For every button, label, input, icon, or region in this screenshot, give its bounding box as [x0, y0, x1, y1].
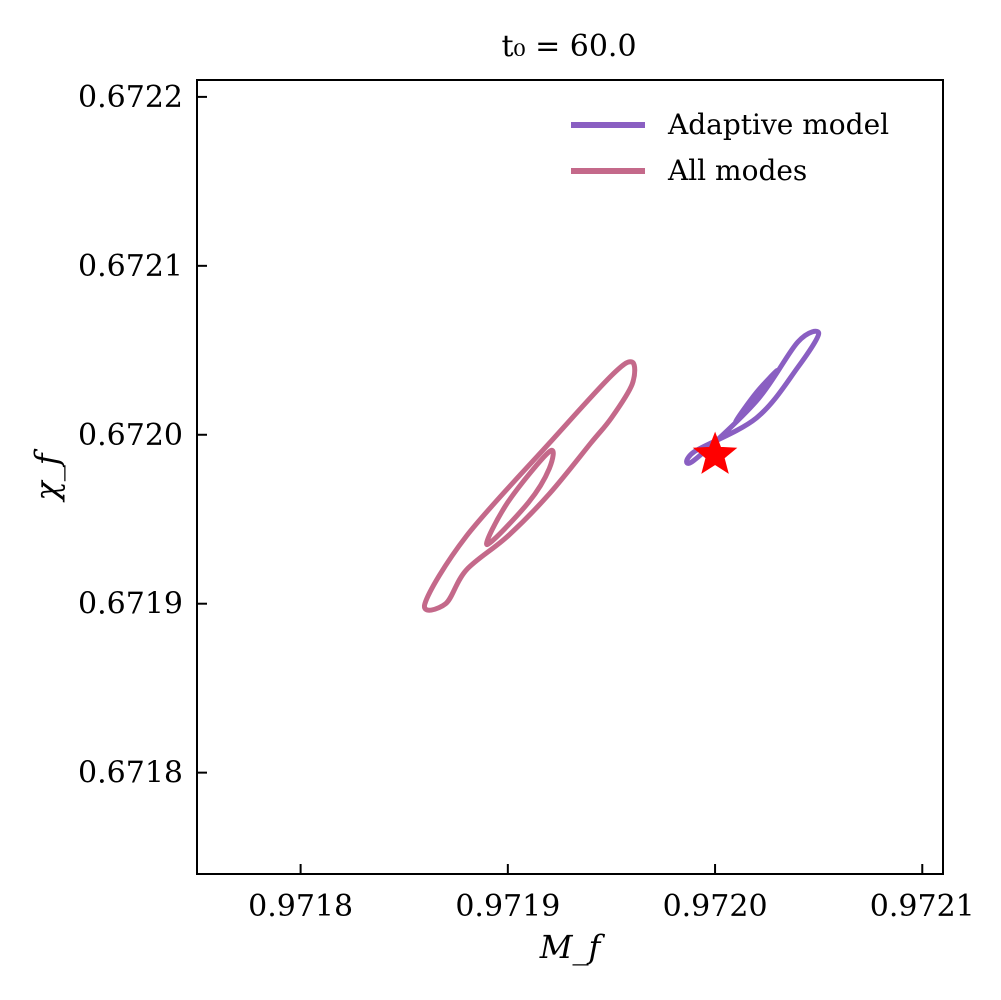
x-tick-label: 0.9719 — [455, 889, 560, 924]
y-tick-label: 0.6718 — [78, 756, 183, 791]
legend: Adaptive model All modes — [571, 108, 889, 187]
y-tick-label: 0.6719 — [78, 587, 183, 622]
x-tick-label: 0.9720 — [663, 889, 768, 924]
y-tick-label: 0.6721 — [78, 249, 183, 284]
contour-level-2 — [733, 368, 780, 424]
x-tick-label: 0.9718 — [248, 889, 353, 924]
plot-area — [196, 79, 944, 875]
true-value-star-marker — [692, 431, 738, 474]
contour-level-2 — [484, 447, 556, 548]
axes-layer: 0.9718 0.9719 0.9720 0.9721 0.6718 0.6719 0.67… — [78, 80, 975, 924]
series-all-modes — [422, 359, 638, 613]
x-tick-label: 0.9721 — [870, 889, 975, 924]
x-axis-label: M_f — [539, 928, 606, 966]
marker-layer — [692, 431, 738, 474]
contour-level-1 — [422, 359, 638, 613]
legend-label: All modes — [667, 154, 807, 187]
legend-label: Adaptive model — [667, 108, 889, 141]
y-tick-label: 0.6722 — [78, 80, 183, 115]
y-axis-label: χ_f — [28, 448, 66, 502]
chart-title: t₀ = 60.0 — [501, 29, 636, 64]
y-tick-label: 0.6720 — [78, 418, 183, 453]
